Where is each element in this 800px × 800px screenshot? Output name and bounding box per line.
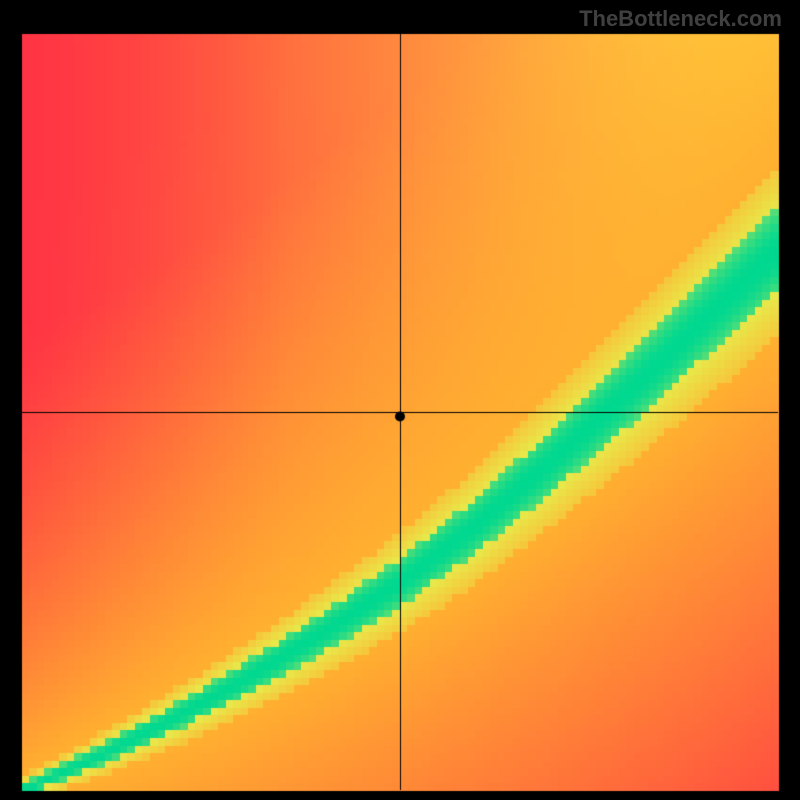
watermark-text: TheBottleneck.com — [579, 6, 782, 32]
bottleneck-heatmap — [0, 0, 800, 800]
chart-container: TheBottleneck.com — [0, 0, 800, 800]
